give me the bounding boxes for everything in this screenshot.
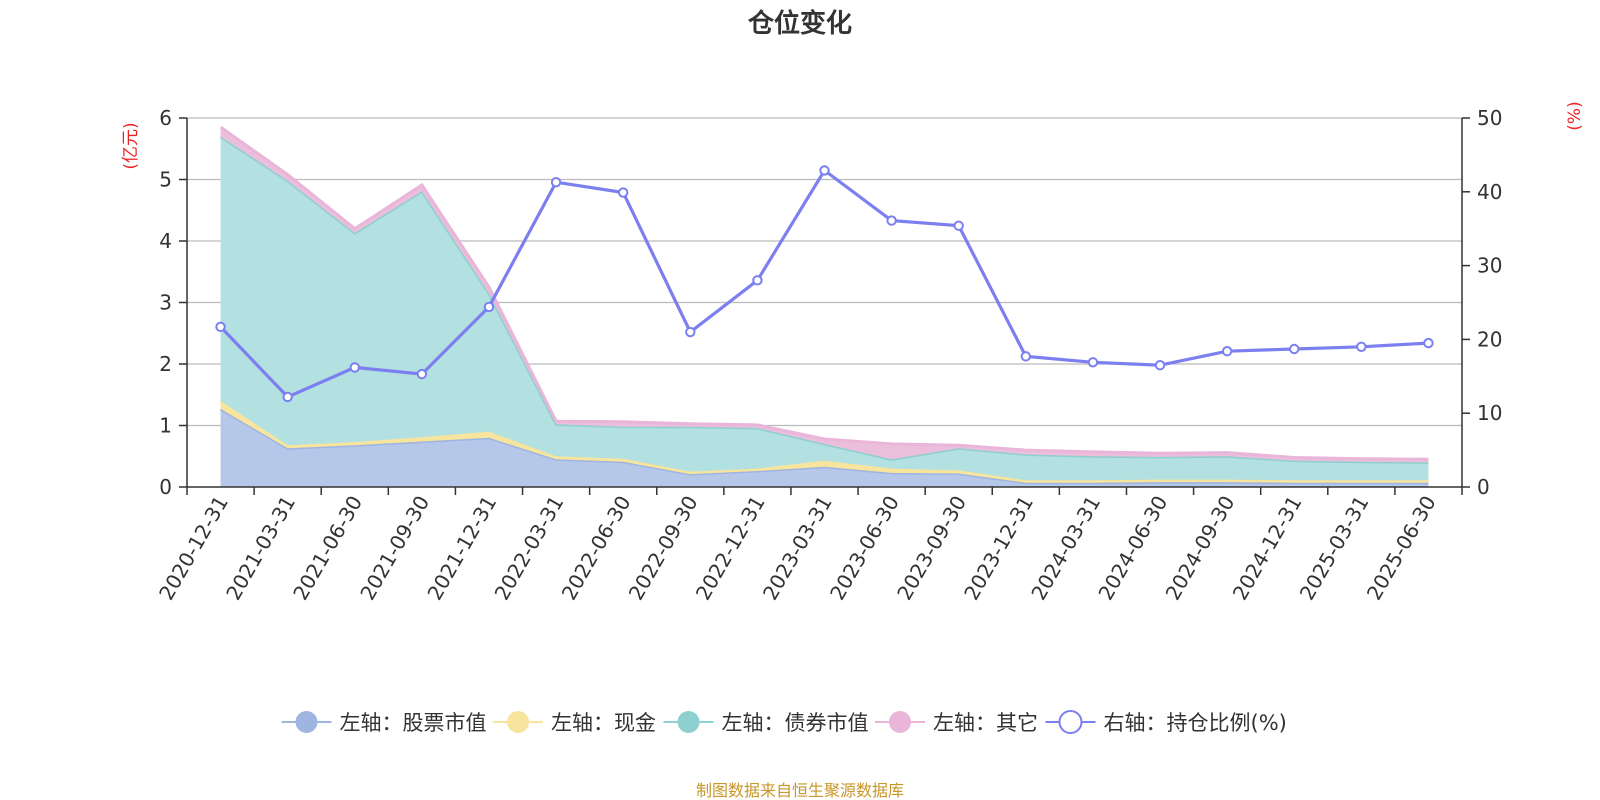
legend-label: 左轴：其它	[933, 711, 1038, 735]
x-axis-tick-label: 2022-12-31	[691, 492, 770, 605]
legend-swatch-marker	[677, 711, 700, 733]
position-ratio-point	[550, 177, 562, 188]
right-axis-tick-label: 20	[1477, 327, 1502, 351]
x-axis-tick-label: 2023-12-31	[959, 492, 1038, 605]
area-series-1	[220, 400, 1429, 483]
left-axis-tick-label: 1	[159, 414, 172, 438]
position-ratio-point	[752, 275, 763, 286]
position-ratio-point	[886, 215, 897, 226]
position-ratio-point	[1087, 357, 1099, 368]
legend-item: 左轴：现金	[493, 711, 656, 735]
area-edge-series-3	[219, 125, 1429, 461]
position-ratio-point	[1423, 337, 1434, 349]
legend-item: 左轴：其它	[875, 711, 1038, 735]
right-axis-tick-label: 30	[1477, 254, 1502, 278]
stacked-areas	[219, 125, 1429, 487]
x-axis-tick-label: 2021-06-30	[288, 492, 367, 605]
x-axis-tick-label: 2023-06-30	[825, 492, 904, 605]
x-axis-tick-label: 2021-12-31	[422, 492, 501, 605]
position-ratio-point	[483, 301, 495, 313]
x-axis-tick-label: 2023-09-30	[892, 492, 971, 605]
position-ratio-point	[1289, 343, 1300, 355]
position-ratio-point	[953, 220, 964, 231]
position-ratio-point	[1020, 351, 1032, 362]
area-series-2	[220, 136, 1429, 481]
x-axis-tick-label: 2020-12-31	[154, 492, 233, 605]
position-ratio-point	[215, 321, 226, 333]
position-ratio-point	[1356, 341, 1367, 352]
right-axis-tick-label: 40	[1477, 180, 1502, 204]
right-axis-unit: (%)	[1565, 101, 1585, 130]
legend-label: 左轴：债券市值	[722, 711, 869, 735]
right-axis-tick-label: 50	[1477, 106, 1502, 130]
left-axis-tick-label: 2	[159, 352, 172, 376]
left-axis-tick-label: 3	[159, 291, 172, 315]
right-axis-tick-label: 0	[1477, 475, 1490, 499]
legend-swatch-marker	[295, 711, 318, 733]
x-axis-tick-label: 2021-03-31	[221, 492, 300, 605]
legend-label: 右轴：持仓比例(%)	[1104, 711, 1287, 735]
position-ratio-point	[819, 165, 830, 176]
legend-item: 左轴：债券市值	[663, 711, 869, 735]
right-axis-tick-label: 10	[1477, 401, 1502, 425]
position-ratio-point	[685, 326, 696, 338]
data-source-note: 制图数据来自恒生聚源数据库	[696, 781, 904, 800]
legend-swatch-marker	[507, 711, 529, 733]
legend-label: 左轴：现金	[551, 711, 656, 735]
legend-swatch-marker	[1058, 710, 1083, 734]
legend-item: 右轴：持仓比例(%)	[1045, 710, 1287, 735]
x-axis-tick-label: 2024-09-30	[1161, 492, 1240, 605]
left-axis-unit: (亿元)	[121, 122, 141, 169]
position-ratio-point	[349, 362, 360, 373]
x-axis-tick-label: 2025-03-31	[1295, 492, 1374, 605]
x-axis-tick-label: 2024-03-31	[1026, 492, 1105, 605]
left-axis-tick-label: 6	[159, 106, 172, 130]
legend-label: 左轴：股票市值	[340, 711, 487, 735]
left-axis-tick-label: 5	[159, 168, 172, 192]
x-axis-tick-label: 2025-06-30	[1362, 492, 1441, 605]
position-ratio-line	[215, 165, 1434, 403]
position-ratio-point	[1221, 346, 1233, 357]
x-axis-tick-label: 2021-09-30	[355, 492, 434, 605]
position-ratio-point	[617, 187, 629, 198]
x-axis-tick-label: 2023-03-31	[758, 492, 837, 605]
x-axis-tick-label: 2022-03-31	[490, 492, 569, 605]
x-axis-tick-label: 2024-06-30	[1093, 492, 1172, 605]
legend: 左轴：股票市值 左轴：现金 左轴：债券市值 左轴：其它 右轴：持仓比例(%)	[281, 710, 1287, 735]
position-ratio-point	[282, 391, 293, 403]
legend-item: 左轴：股票市值	[281, 711, 487, 735]
left-axis-tick-label: 4	[159, 229, 172, 253]
position-ratio-point	[416, 368, 428, 380]
position-ratio-point	[1154, 360, 1166, 371]
x-axis-tick-label: 2024-12-31	[1228, 492, 1307, 605]
legend-swatch-marker	[889, 711, 911, 733]
area-series-0	[220, 408, 1429, 487]
x-axis-tick-label: 2022-06-30	[557, 492, 636, 605]
x-axis-tick-label: 2022-09-30	[624, 492, 703, 605]
left-axis-tick-label: 0	[159, 475, 172, 499]
chart-title: 仓位变化	[747, 8, 852, 39]
